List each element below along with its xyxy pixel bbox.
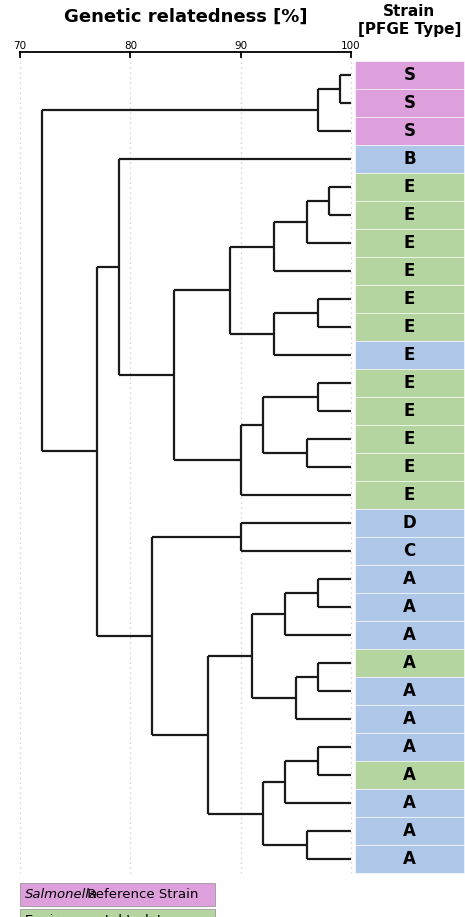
Text: 90: 90 bbox=[234, 41, 247, 51]
Text: E: E bbox=[404, 458, 415, 476]
Bar bbox=[355, 733, 464, 761]
Bar bbox=[355, 341, 464, 369]
Bar bbox=[355, 705, 464, 733]
Text: Salmonella: Salmonella bbox=[25, 888, 98, 901]
Text: E: E bbox=[404, 486, 415, 504]
Bar bbox=[355, 621, 464, 649]
Text: E: E bbox=[404, 346, 415, 364]
Bar bbox=[355, 761, 464, 789]
Text: S: S bbox=[404, 66, 416, 84]
Bar bbox=[355, 313, 464, 341]
Text: S: S bbox=[404, 94, 416, 112]
Text: Reference Strain: Reference Strain bbox=[83, 888, 199, 901]
Bar bbox=[355, 257, 464, 285]
Text: E: E bbox=[404, 290, 415, 308]
Text: Strain
[PFGE Type]: Strain [PFGE Type] bbox=[358, 4, 461, 37]
Text: A: A bbox=[403, 850, 416, 868]
Bar bbox=[355, 649, 464, 677]
Text: A: A bbox=[403, 682, 416, 700]
Text: 80: 80 bbox=[124, 41, 137, 51]
Text: E: E bbox=[404, 178, 415, 196]
Bar bbox=[355, 425, 464, 453]
Text: E: E bbox=[404, 206, 415, 224]
Bar bbox=[355, 61, 464, 89]
Text: C: C bbox=[403, 542, 416, 560]
Bar bbox=[20, 909, 215, 917]
Bar bbox=[355, 817, 464, 845]
Bar bbox=[355, 201, 464, 229]
Text: A: A bbox=[403, 822, 416, 840]
Text: A: A bbox=[403, 598, 416, 616]
Text: E: E bbox=[404, 374, 415, 392]
Bar bbox=[355, 173, 464, 201]
Bar bbox=[355, 481, 464, 509]
Text: A: A bbox=[403, 710, 416, 728]
Bar bbox=[355, 117, 464, 145]
Text: Environmental Isolates: Environmental Isolates bbox=[25, 914, 177, 917]
Text: A: A bbox=[403, 766, 416, 784]
Text: E: E bbox=[404, 402, 415, 420]
Text: E: E bbox=[404, 234, 415, 252]
Text: B: B bbox=[403, 150, 416, 168]
Bar bbox=[355, 789, 464, 817]
Text: S: S bbox=[404, 122, 416, 140]
Bar bbox=[355, 229, 464, 257]
Bar bbox=[355, 145, 464, 173]
Bar bbox=[355, 593, 464, 621]
Bar bbox=[355, 369, 464, 397]
Text: E: E bbox=[404, 262, 415, 280]
Bar bbox=[355, 565, 464, 593]
Text: A: A bbox=[403, 738, 416, 756]
Bar bbox=[355, 285, 464, 313]
Bar bbox=[355, 677, 464, 705]
Bar bbox=[20, 883, 215, 906]
Text: 70: 70 bbox=[13, 41, 27, 51]
Bar bbox=[355, 397, 464, 425]
Text: E: E bbox=[404, 318, 415, 336]
Bar bbox=[355, 509, 464, 537]
Text: A: A bbox=[403, 794, 416, 812]
Text: A: A bbox=[403, 654, 416, 672]
Bar bbox=[355, 89, 464, 117]
Bar bbox=[355, 453, 464, 481]
Bar bbox=[355, 537, 464, 565]
Text: Genetic relatedness [%]: Genetic relatedness [%] bbox=[64, 8, 307, 26]
Text: A: A bbox=[403, 570, 416, 588]
Bar bbox=[355, 845, 464, 873]
Text: A: A bbox=[403, 626, 416, 644]
Text: D: D bbox=[403, 514, 416, 532]
Text: E: E bbox=[404, 430, 415, 448]
Text: 100: 100 bbox=[341, 41, 361, 51]
